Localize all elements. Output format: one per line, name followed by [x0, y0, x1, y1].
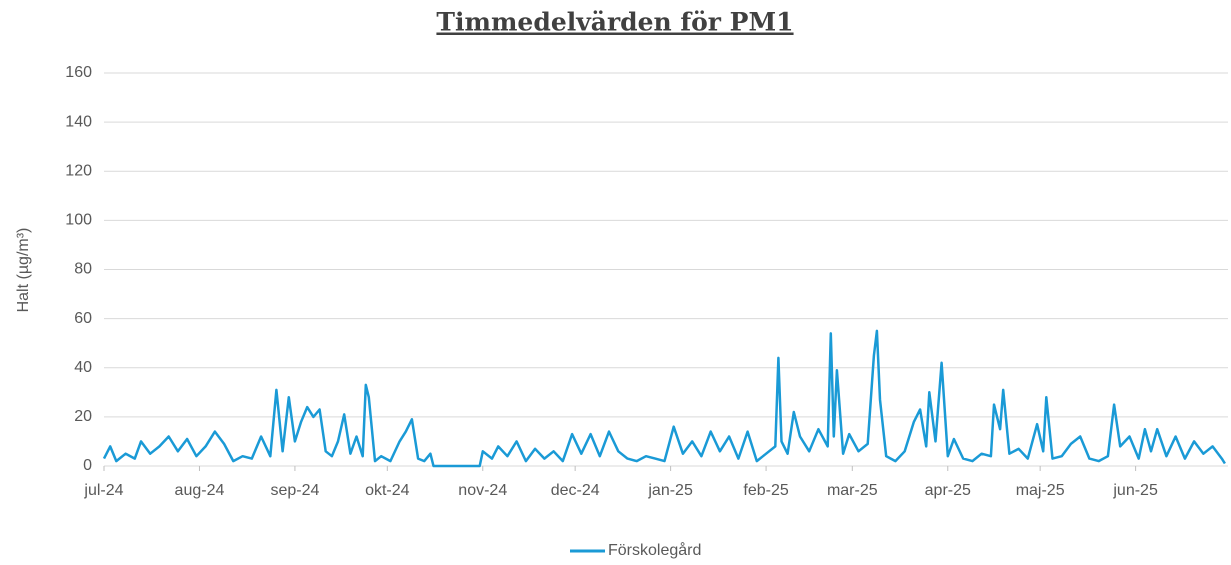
y-tick-label: 60 — [74, 310, 92, 327]
x-tick-label: mar-25 — [827, 482, 878, 499]
x-tick-label: sep-24 — [270, 482, 319, 499]
x-tick-label: dec-24 — [551, 482, 600, 499]
y-axis-label: Halt (µg/m³) — [15, 228, 32, 313]
y-tick-label: 20 — [74, 408, 92, 425]
data-line — [102, 329, 1226, 468]
y-tick-label: 140 — [65, 113, 92, 130]
x-tick-label: feb-25 — [743, 482, 788, 499]
y-tick-label: 120 — [65, 162, 92, 179]
x-tick-label: jul-24 — [83, 482, 123, 499]
y-tick-label: 80 — [74, 261, 92, 278]
legend-label: Förskolegård — [608, 541, 701, 559]
x-tick-label: jan-25 — [647, 482, 693, 499]
x-tick-label: jun-25 — [1112, 482, 1158, 499]
chart-title: Timmedelvärden för PM1 — [436, 8, 793, 37]
y-tick-label: 0 — [83, 457, 92, 474]
x-tick-label: okt-24 — [365, 482, 410, 499]
x-tick-label: apr-25 — [925, 482, 971, 499]
y-tick-label: 40 — [74, 359, 92, 376]
y-tick-label: 160 — [65, 64, 92, 81]
y-tick-label: 100 — [65, 212, 92, 229]
x-tick-label: maj-25 — [1016, 482, 1065, 499]
x-tick-label: nov-24 — [458, 482, 507, 499]
x-tick-label: aug-24 — [175, 482, 225, 499]
